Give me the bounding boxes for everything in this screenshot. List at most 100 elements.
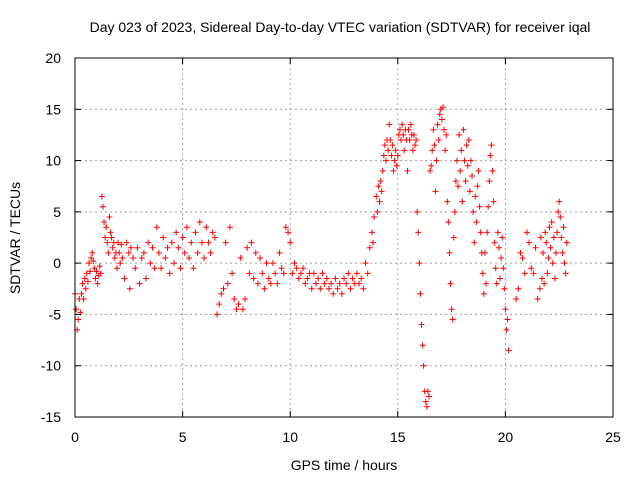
data-point — [338, 290, 345, 297]
data-point — [158, 265, 165, 272]
x-tick-label: 25 — [605, 429, 621, 445]
data-point — [220, 285, 227, 292]
data-point — [194, 249, 201, 256]
data-point — [81, 275, 88, 282]
data-point — [91, 265, 98, 272]
data-point — [105, 249, 112, 256]
data-point — [536, 285, 543, 292]
data-point — [113, 265, 120, 272]
data-point — [98, 193, 105, 200]
data-point — [476, 203, 483, 210]
data-point — [259, 270, 266, 277]
data-point — [466, 188, 473, 195]
data-point — [246, 270, 253, 277]
data-point — [519, 255, 526, 262]
data-point — [557, 213, 564, 220]
data-point — [474, 183, 481, 190]
data-point — [513, 296, 520, 303]
data-point — [261, 285, 268, 292]
data-point — [117, 260, 124, 267]
data-point — [155, 249, 162, 256]
data-point — [450, 234, 457, 241]
data-point — [269, 260, 276, 267]
data-point — [491, 239, 498, 246]
data-point — [205, 239, 212, 246]
data-point — [448, 306, 455, 313]
data-point — [464, 162, 471, 169]
data-point — [439, 104, 446, 111]
grid — [75, 58, 613, 417]
data-point — [484, 229, 491, 236]
data-point — [291, 260, 298, 267]
x-tick-label: 0 — [71, 429, 79, 445]
data-point — [479, 270, 486, 277]
data-point — [101, 219, 108, 226]
data-point — [398, 137, 405, 144]
data-point — [423, 403, 430, 410]
data-point — [274, 280, 281, 287]
data-point — [394, 152, 401, 159]
data-point — [462, 178, 469, 185]
data-point — [295, 275, 302, 282]
data-point — [278, 265, 285, 272]
data-point — [222, 239, 229, 246]
data-point — [563, 239, 570, 246]
data-point — [409, 147, 416, 154]
data-point — [459, 198, 466, 205]
data-point — [282, 224, 289, 231]
data-point — [83, 270, 90, 277]
data-point — [544, 270, 551, 277]
data-point — [556, 198, 563, 205]
x-tick-label: 20 — [498, 429, 514, 445]
data-point — [463, 142, 470, 149]
data-point — [293, 265, 300, 272]
data-point — [436, 111, 443, 118]
data-point — [381, 142, 388, 149]
data-point — [416, 260, 423, 267]
data-point — [429, 147, 436, 154]
data-point — [138, 255, 145, 262]
data-point — [515, 285, 522, 292]
data-point — [457, 167, 464, 174]
data-point — [420, 362, 427, 369]
data-point — [561, 260, 568, 267]
data-point — [414, 208, 421, 215]
data-point — [267, 280, 274, 287]
data-point — [170, 260, 177, 267]
data-point — [127, 244, 134, 251]
data-point — [434, 121, 441, 128]
data-point — [297, 270, 304, 277]
data-point — [418, 321, 425, 328]
data-point — [521, 270, 528, 277]
data-point — [84, 278, 91, 285]
data-point — [97, 270, 104, 277]
data-point — [319, 270, 326, 277]
data-point — [103, 224, 110, 231]
data-point — [373, 193, 380, 200]
data-point — [493, 280, 500, 287]
data-point — [387, 137, 394, 144]
data-point — [422, 398, 429, 405]
data-point — [179, 234, 186, 241]
data-point — [379, 167, 386, 174]
data-point — [198, 239, 205, 246]
data-point — [75, 316, 82, 323]
data-point — [132, 265, 139, 272]
data-point — [501, 285, 508, 292]
data-point — [315, 275, 322, 282]
data-point — [289, 270, 296, 277]
data-point — [405, 126, 412, 133]
data-point — [453, 157, 460, 164]
data-point — [147, 260, 154, 267]
data-point — [559, 249, 566, 256]
data-point — [445, 219, 452, 226]
data-point — [87, 268, 94, 275]
data-point — [239, 306, 246, 313]
data-point — [366, 244, 373, 251]
data-point — [488, 142, 495, 149]
data-point — [481, 249, 488, 256]
data-point — [168, 239, 175, 246]
data-point — [503, 326, 510, 333]
data-point — [115, 239, 122, 246]
data-point — [534, 296, 541, 303]
